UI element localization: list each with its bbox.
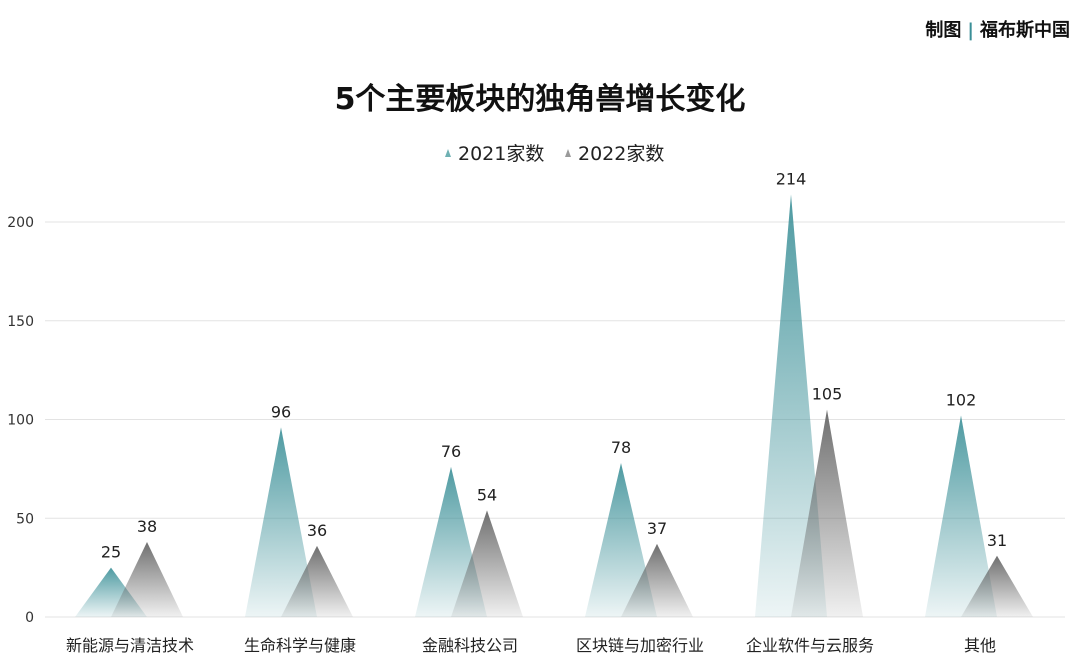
triangle-2022 xyxy=(281,545,353,617)
x-tick-label: 区块链与加密行业 xyxy=(576,636,704,655)
data-label: 78 xyxy=(611,438,631,457)
chart-title: 5个主要板块的独角兽增长变化 xyxy=(334,82,746,117)
triangle-2021 xyxy=(925,415,997,617)
data-label: 36 xyxy=(307,521,327,540)
credit: 制图 | 福布斯中国 xyxy=(925,16,1070,42)
y-tick-label: 50 xyxy=(16,511,34,527)
credit-label: 制图 xyxy=(925,20,962,41)
data-label: 96 xyxy=(271,402,291,421)
triangle-2022 xyxy=(111,541,183,617)
data-label: 38 xyxy=(137,517,157,536)
data-label: 31 xyxy=(987,531,1007,550)
x-tick-label: 企业软件与云服务 xyxy=(746,636,874,655)
y-tick-label: 150 xyxy=(7,314,34,330)
triangle-2022 xyxy=(791,409,863,617)
triangle-2021 xyxy=(245,427,317,617)
data-label: 102 xyxy=(946,391,977,410)
legend-entry: 2022家数 xyxy=(578,143,664,165)
x-tick-label: 其他 xyxy=(964,636,996,655)
triangle-2021 xyxy=(755,194,827,617)
data-label: 214 xyxy=(776,169,807,188)
triangle-2022 xyxy=(961,555,1033,617)
x-tick-label: 新能源与清洁技术 xyxy=(66,636,194,655)
y-tick-label: 200 xyxy=(7,215,34,231)
credit-divider: | xyxy=(967,20,974,41)
x-tick-label: 金融科技公司 xyxy=(422,636,518,655)
credit-source: 福布斯中国 xyxy=(980,20,1070,41)
data-label: 37 xyxy=(647,519,667,538)
y-tick-label: 100 xyxy=(7,413,34,429)
legend-marker-icon xyxy=(565,149,571,157)
y-tick-label: 0 xyxy=(25,610,34,626)
legend-marker-icon xyxy=(445,149,451,157)
data-label: 25 xyxy=(101,543,121,562)
triangle-2021 xyxy=(585,462,657,617)
triangle-2022 xyxy=(451,510,523,617)
data-label: 76 xyxy=(441,442,461,461)
data-label: 54 xyxy=(477,485,497,504)
legend-entry: 2021家数 xyxy=(458,143,544,165)
x-tick-label: 生命科学与健康 xyxy=(244,636,356,655)
triangle-2022 xyxy=(621,543,693,617)
data-label: 105 xyxy=(812,385,843,404)
